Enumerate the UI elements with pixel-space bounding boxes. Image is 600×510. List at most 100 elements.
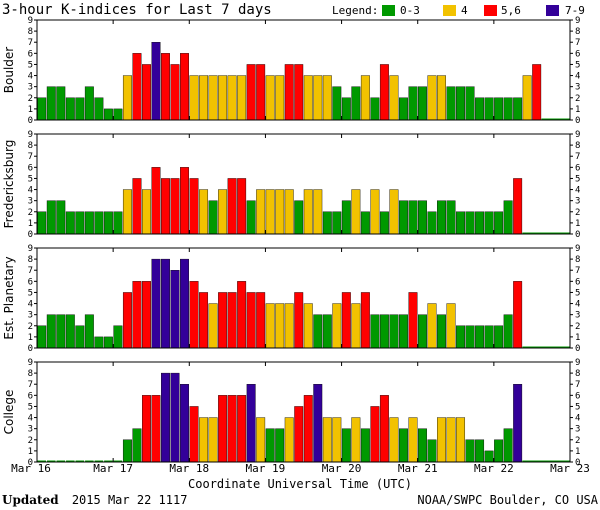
bar-baseline — [522, 460, 570, 462]
y-tick-label: 1 — [28, 447, 33, 457]
y-tick-label-right: 4 — [575, 186, 580, 196]
bar — [227, 75, 237, 121]
panel-frame — [36, 247, 571, 349]
bar — [332, 417, 342, 463]
bar — [246, 384, 256, 463]
bar — [389, 417, 399, 463]
bar — [275, 189, 285, 235]
bar — [265, 303, 275, 349]
bar — [446, 303, 456, 349]
legend-swatch-0-3 — [382, 5, 395, 16]
bar — [475, 211, 485, 235]
y-tick-label-right: 5 — [575, 288, 580, 298]
bar — [75, 97, 85, 121]
y-tick-label: 5 — [28, 174, 33, 184]
bar — [418, 314, 427, 349]
bar — [218, 75, 228, 121]
bar — [503, 428, 513, 463]
y-tick-label: 7 — [28, 266, 33, 276]
bar — [303, 189, 313, 235]
bar — [379, 211, 389, 235]
bar — [132, 53, 142, 121]
y-tick-label-right: 9 — [575, 358, 580, 368]
bar — [170, 178, 180, 235]
chart-title: 3-hour K-indices for Last 7 days — [2, 2, 272, 18]
bar — [427, 211, 437, 235]
y-tick-label-right: 1 — [575, 333, 580, 343]
y-tick-label: 0 — [28, 458, 33, 468]
legend-item-0-3: 0-3 — [400, 4, 420, 17]
y-tick-label-right: 2 — [575, 208, 580, 218]
bar — [218, 189, 228, 235]
y-tick-label: 4 — [28, 72, 33, 82]
panel-label: Fredericksburg — [2, 140, 16, 229]
bar — [37, 460, 47, 462]
bar — [122, 439, 132, 463]
bar — [161, 178, 170, 235]
bar — [494, 325, 504, 349]
y-tick-label: 8 — [28, 27, 33, 37]
bar — [141, 64, 151, 121]
bar — [437, 200, 446, 235]
bar — [398, 428, 408, 463]
x-tick-label: Mar 20 — [322, 462, 362, 475]
y-tick-label: 6 — [28, 391, 33, 401]
bar — [370, 406, 380, 463]
bar — [303, 303, 313, 349]
bar — [256, 189, 266, 235]
bar — [189, 178, 199, 235]
bar — [237, 75, 247, 121]
y-tick-label-right: 4 — [575, 72, 580, 82]
legend-swatch-5-6 — [484, 5, 497, 16]
bar — [446, 200, 456, 235]
bar — [103, 108, 113, 121]
bar — [284, 189, 294, 235]
bar — [475, 325, 485, 349]
bar — [170, 270, 180, 349]
bar — [379, 64, 389, 121]
bar — [408, 86, 418, 121]
bar — [227, 178, 237, 235]
bar — [84, 211, 94, 235]
y-tick-label: 0 — [28, 230, 33, 240]
y-tick-label-right: 4 — [575, 414, 580, 424]
y-tick-label: 7 — [28, 38, 33, 48]
bar — [132, 178, 142, 235]
legend-item-4: 4 — [461, 4, 468, 17]
bar — [379, 314, 389, 349]
bar — [303, 75, 313, 121]
x-tick-label: Mar 18 — [169, 462, 209, 475]
bar — [113, 108, 123, 121]
y-tick-label: 6 — [28, 277, 33, 287]
y-tick-label-right: 3 — [575, 197, 580, 207]
bar — [75, 211, 85, 235]
bar — [351, 417, 361, 463]
legend: Legend: 0-3 4 5,6 7-9 — [332, 4, 585, 17]
bar — [46, 86, 56, 121]
bar — [341, 200, 351, 235]
bar — [237, 281, 247, 349]
bar — [341, 292, 351, 349]
bar — [313, 314, 323, 349]
bar — [379, 395, 389, 463]
bar — [332, 303, 342, 349]
y-tick-label: 9 — [28, 244, 33, 254]
bar — [437, 75, 446, 121]
bar — [437, 314, 446, 349]
bar — [494, 439, 504, 463]
bar — [46, 200, 56, 235]
panel-label: Est. Planetary — [2, 256, 16, 339]
bar — [275, 303, 285, 349]
y-tick-label-right: 2 — [575, 436, 580, 446]
bar — [151, 167, 161, 235]
bar — [418, 200, 427, 235]
y-tick-label-right: 7 — [575, 38, 580, 48]
bar — [141, 395, 151, 463]
panel-label: Boulder — [2, 47, 16, 94]
y-tick-label-right: 8 — [575, 141, 580, 151]
x-tick-label: Mar 21 — [398, 462, 438, 475]
bar — [122, 292, 132, 349]
